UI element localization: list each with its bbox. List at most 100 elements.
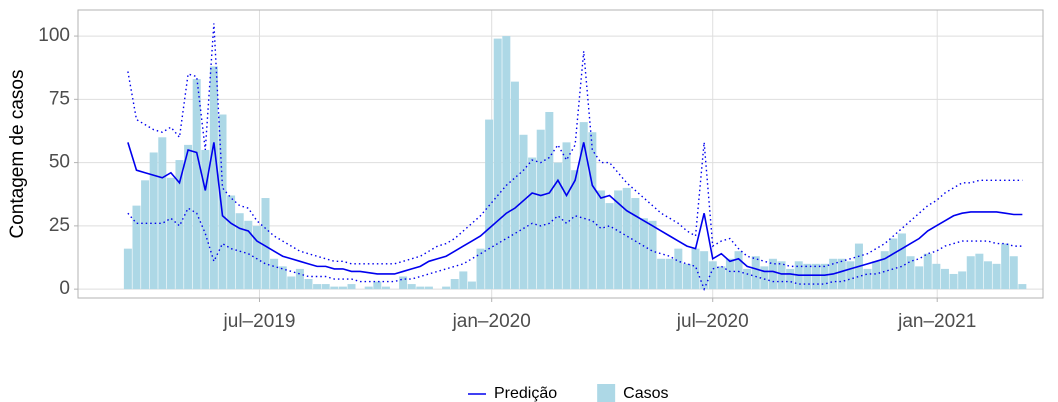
bar [975,253,984,290]
bar [743,268,752,290]
bar [192,79,201,290]
bar [502,36,511,290]
bar [588,132,597,290]
bar [846,261,855,290]
x-tick-label: jan–2021 [897,311,976,332]
bar [725,258,734,290]
bar [1018,284,1027,290]
y-tick-label: 0 [59,278,70,299]
bar [364,286,373,290]
bar [786,268,795,290]
plot-border [77,9,1044,299]
bar [691,248,700,290]
bar [399,276,408,290]
bar [510,81,519,290]
interval-line [127,207,1023,292]
bar [837,258,846,290]
bar [622,187,631,290]
bar [768,258,777,290]
bar [347,284,356,290]
bar [467,281,476,290]
bar [476,248,485,290]
bar [493,38,502,290]
bar [424,286,433,290]
bar [123,248,132,290]
bar [906,256,915,290]
bar [166,177,175,290]
bar [596,190,605,290]
bar [674,248,683,290]
bar [682,263,691,290]
bar [227,195,236,290]
bar [545,111,554,290]
bar [485,119,494,290]
bar [321,284,330,290]
bar [407,284,416,290]
y-tick-label: 50 [49,152,70,173]
bar [932,263,941,290]
bar [261,198,270,290]
bar [923,253,932,290]
bar [278,266,287,290]
bar [708,261,717,290]
legend-label: Predição [494,385,557,402]
bar [639,218,648,290]
bar [760,266,769,290]
bar [330,286,339,290]
bar [209,66,218,290]
bar [201,149,210,290]
bar [1001,243,1010,290]
bar [940,268,949,290]
bar [648,220,657,290]
bar [459,271,468,290]
bar [579,122,588,290]
bar [295,268,304,290]
bar [536,129,545,290]
bar [373,281,382,290]
bar [631,198,640,290]
bar [889,238,898,290]
bar [416,286,425,290]
bar [777,261,786,290]
bar [244,220,253,290]
bar [897,233,906,290]
bar [381,286,390,290]
bar [751,256,760,290]
bar [803,263,812,290]
bar [270,258,279,290]
bar [983,261,992,290]
bar [880,251,889,290]
bar [820,263,829,290]
bar [949,273,958,290]
x-tick-label: jan–2020 [452,311,531,332]
legend-label: Casos [623,385,668,402]
bar [605,203,614,290]
y-tick-label: 25 [49,215,70,236]
bar [992,263,1001,290]
bar [700,251,709,290]
prediction-line [127,142,1023,277]
bar [811,263,820,290]
y-tick-label: 75 [49,88,70,109]
bar [141,180,150,290]
bar [1009,256,1018,290]
bar [734,251,743,290]
bar [717,266,726,290]
bar [519,134,528,290]
x-tick-label: jul–2019 [223,311,296,332]
bar [442,286,451,290]
bar [915,266,924,290]
bar [872,261,881,290]
bar [313,284,322,290]
bar [218,114,227,290]
bar [657,258,666,290]
bar [553,162,562,290]
bar [149,152,158,290]
bar [252,225,261,290]
bar [863,268,872,290]
x-tick-label: jul–2020 [676,311,749,332]
bar [287,276,296,290]
bar [338,286,347,290]
